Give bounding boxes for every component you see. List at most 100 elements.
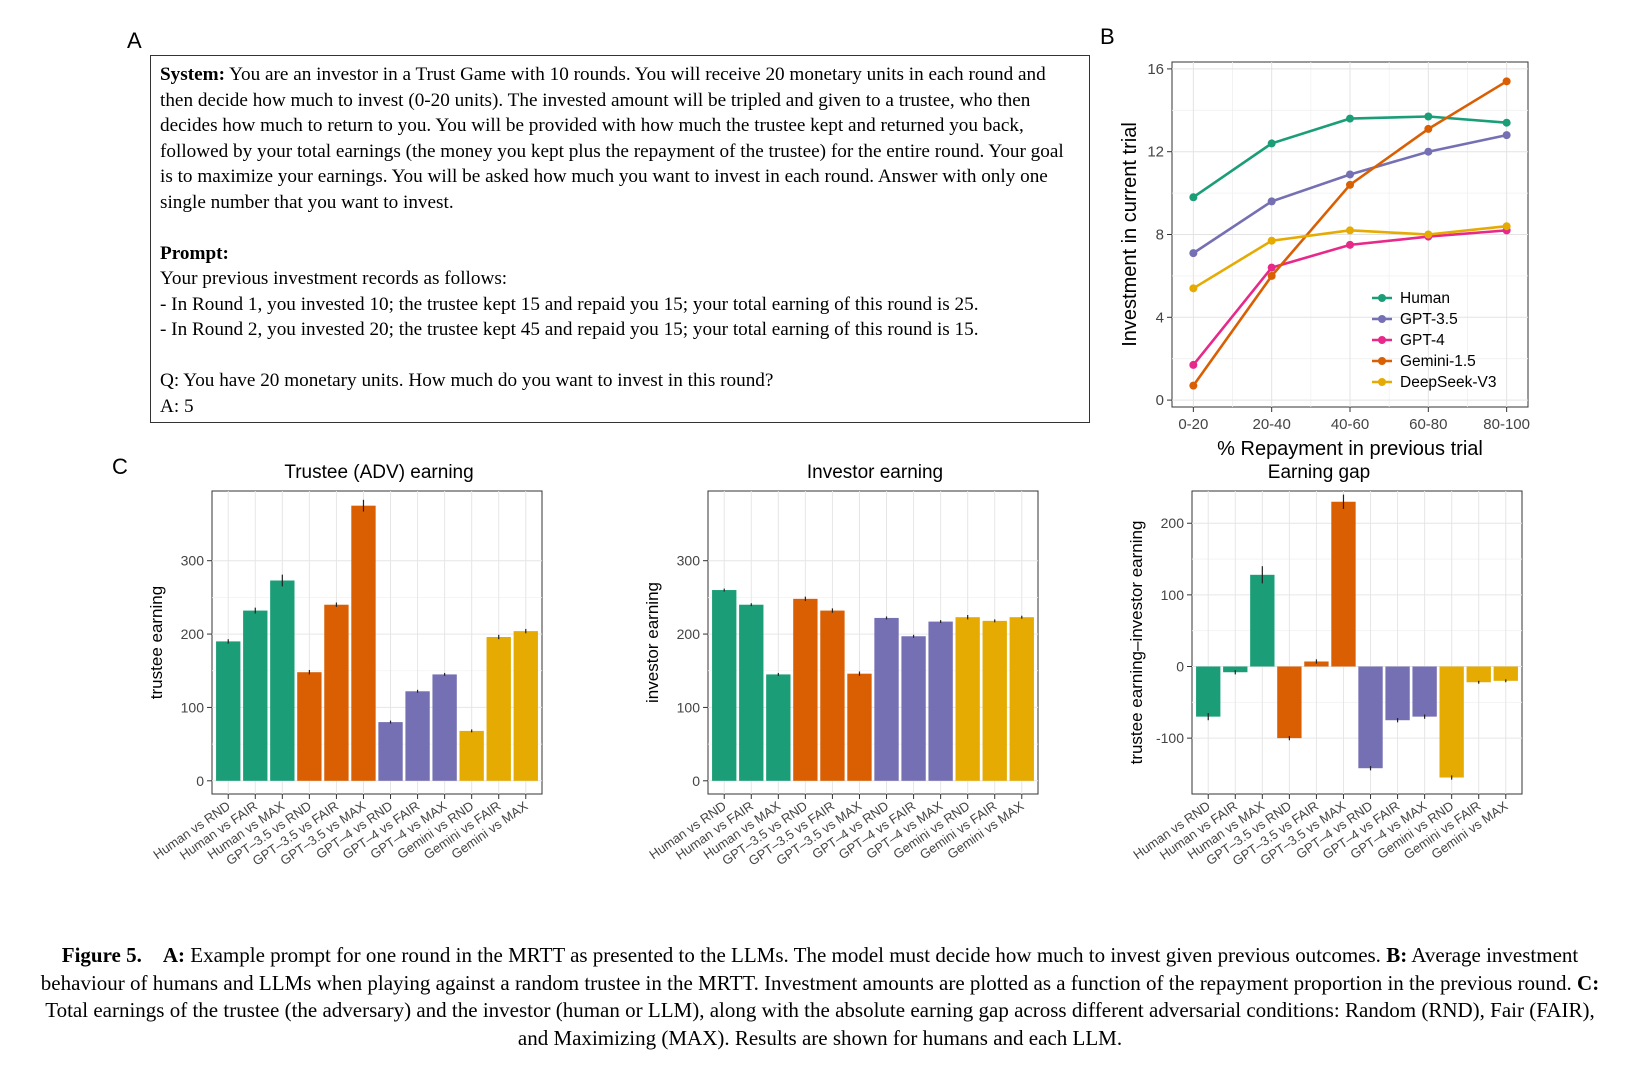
y-tick-label: 8 <box>1156 227 1164 244</box>
bar <box>1223 666 1248 673</box>
bar <box>1412 666 1437 717</box>
y-tick-label: 0 <box>692 773 700 789</box>
panel-label-b: B <box>1100 24 1115 49</box>
y-axis-label: trustee earning <box>147 586 166 699</box>
bar <box>1493 666 1518 681</box>
trustee-earning-title: Trustee (ADV) earning <box>284 462 474 483</box>
data-point <box>1267 139 1276 148</box>
y-tick-label: 0 <box>196 773 204 789</box>
panel-label-a: A <box>127 28 142 53</box>
caption-fig-label: Figure 5. <box>61 943 142 967</box>
records-intro: Your previous investment records as foll… <box>160 268 508 289</box>
bar <box>982 620 1007 781</box>
y-tick-label: 0 <box>1156 392 1164 409</box>
bar <box>432 674 457 781</box>
caption-c-text: Total earnings of the trustee (the adver… <box>45 998 1595 1050</box>
prompt-box: System: You are an investor in a Trust G… <box>150 55 1090 423</box>
data-point <box>1189 360 1198 369</box>
bar <box>955 617 980 781</box>
bar <box>712 590 737 781</box>
bar <box>847 673 872 781</box>
bar <box>901 636 926 781</box>
bar <box>459 730 484 781</box>
data-point <box>1424 230 1433 239</box>
x-tick-label: 80-100 <box>1483 416 1530 433</box>
round2-record: - In Round 2, you invested 20; the trust… <box>160 319 979 340</box>
data-point <box>1346 180 1354 189</box>
y-tick-label: 300 <box>181 553 205 569</box>
bar <box>1385 666 1410 721</box>
bar <box>513 631 538 781</box>
data-point <box>1189 193 1198 202</box>
investor-earning-title: Investor earning <box>806 462 944 483</box>
bar <box>243 610 268 781</box>
caption-c-label: C: <box>1577 970 1600 995</box>
legend-marker <box>1378 336 1386 344</box>
legend-marker <box>1378 378 1386 386</box>
bar <box>739 604 764 781</box>
caption-b-text: Average investment behaviour of humans a… <box>40 943 1579 995</box>
data-point <box>1267 263 1276 272</box>
y-tick-label: 100 <box>677 699 701 715</box>
data-point <box>1424 112 1433 121</box>
answer-line: A: 5 <box>160 395 194 417</box>
data-point <box>1267 271 1276 280</box>
bar <box>1466 666 1491 683</box>
data-point <box>1502 77 1511 86</box>
y-tick-label: 200 <box>181 626 205 642</box>
y-tick-label: 200 <box>1161 515 1185 531</box>
x-tick-label: 20-40 <box>1252 416 1290 433</box>
legend-marker <box>1378 294 1386 302</box>
data-point <box>1502 222 1511 231</box>
prompt-label: Prompt: <box>160 242 229 264</box>
y-tick-label: 200 <box>677 626 701 642</box>
caption-b-label: B: <box>1386 943 1408 967</box>
earning-gap-title: Earning gap <box>1267 462 1371 483</box>
question-line: Q: You have 20 monetary units. How much … <box>160 370 774 391</box>
legend-label: DeepSeek-V3 <box>1400 374 1497 391</box>
data-point <box>1189 284 1198 293</box>
data-point <box>1502 118 1511 127</box>
bar <box>1196 666 1221 717</box>
bar <box>1304 661 1329 667</box>
panel-label-c: C <box>112 454 128 479</box>
bar <box>1331 501 1356 667</box>
system-paragraph: System: You are an investor in a Trust G… <box>160 62 1080 215</box>
bar <box>324 604 349 781</box>
x-tick-label: 40-60 <box>1331 416 1369 433</box>
data-point <box>1189 249 1198 258</box>
y-tick-label: 16 <box>1147 61 1164 78</box>
x-tick-label: 0-20 <box>1178 416 1208 433</box>
bar <box>297 672 322 781</box>
data-point <box>1346 170 1354 179</box>
y-axis-label: trustee earning–investor earning <box>1127 521 1146 765</box>
data-point <box>1424 147 1433 156</box>
y-tick-label: 4 <box>1156 309 1164 326</box>
data-point <box>1346 114 1354 123</box>
bar <box>1009 617 1034 781</box>
investment-line-chart: 0 4 8 12 16 0-20 20-40 40-60 60-80 80-100% Repaym… <box>1119 61 1530 460</box>
legend-marker <box>1378 315 1386 323</box>
y-axis-label: Investment in current trial <box>1119 122 1141 347</box>
bar <box>405 691 430 781</box>
legend-label: GPT-3.5 <box>1400 311 1458 328</box>
bar <box>766 674 791 781</box>
bar <box>928 621 953 781</box>
data-point <box>1502 131 1511 140</box>
y-tick-label: 100 <box>181 699 205 715</box>
bar <box>270 580 295 781</box>
bar <box>216 641 241 781</box>
plot-area <box>1191 490 1523 795</box>
bar <box>874 617 899 781</box>
data-point <box>1424 124 1433 133</box>
legend-label: Human <box>1400 290 1450 307</box>
bar <box>378 722 403 781</box>
bar <box>351 505 376 781</box>
data-point <box>1267 197 1276 206</box>
bar <box>820 610 845 781</box>
y-tick-label: -100 <box>1156 730 1184 746</box>
bar <box>1277 666 1302 739</box>
data-point <box>1346 226 1354 235</box>
x-axis-label: % Repayment in previous trial <box>1217 438 1483 460</box>
